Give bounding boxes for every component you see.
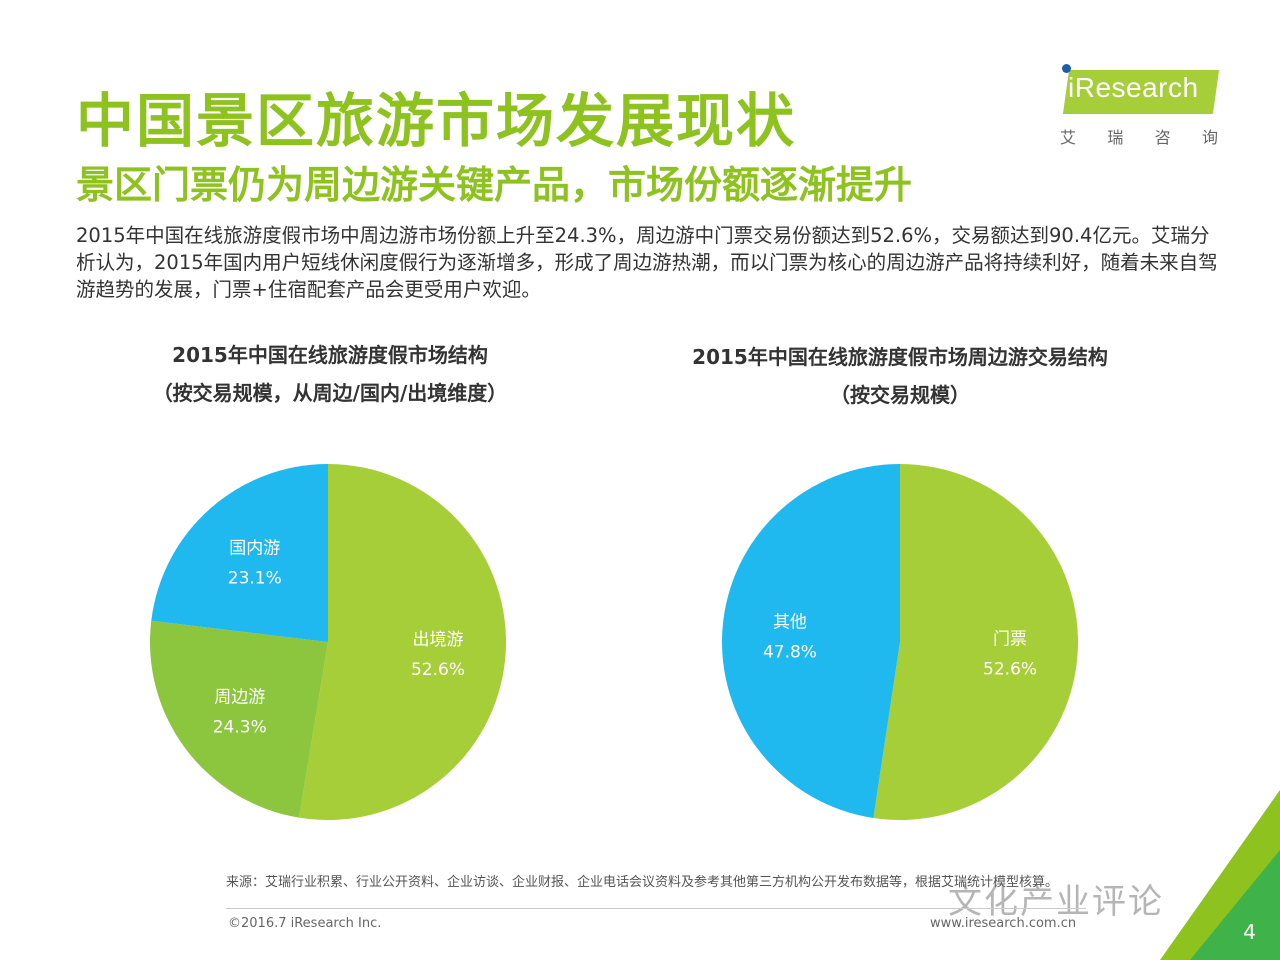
watermark: 文化产业评论 xyxy=(948,882,1164,922)
iresearch-logo: iResearch 艾 瑞 咨 询 xyxy=(1058,64,1220,150)
chart2-pie: 门票 52.6% 其他 47.8% xyxy=(721,464,1078,820)
logo-dot-icon xyxy=(1062,64,1071,73)
source-note: 来源：艾瑞行业积累、行业公开资料、企业访谈、企业财报、企业电话会议资料及参考其他… xyxy=(226,875,1059,890)
corner-dark-shape xyxy=(1190,850,1280,960)
logo-char: 咨 xyxy=(1154,128,1171,147)
page-title: 中国景区旅游市场发展现状 xyxy=(76,87,797,155)
slice-label: 出境游 xyxy=(412,630,463,650)
corner-decoration xyxy=(1160,790,1280,960)
chart1-title: 2015年中国在线旅游度假市场结构 xyxy=(172,343,488,367)
slice-label: 其他 xyxy=(773,613,807,633)
logo-char: 艾 xyxy=(1060,128,1077,147)
pie-slice-其他 xyxy=(721,464,900,818)
chart2-title: 2015年中国在线旅游度假市场周边游交易结构 xyxy=(692,345,1108,369)
slice-value-label: 47.8% xyxy=(763,643,817,663)
chart2-subtitle: （按交易规模） xyxy=(830,383,970,407)
summary-paragraph: 2015年中国在线旅游度假市场中周边游市场份额上升至24.3%，周边游中门票交易… xyxy=(76,224,1218,301)
chart2-title-block: 2015年中国在线旅游度假市场周边游交易结构 （按交易规模） xyxy=(650,338,1150,414)
footer-divider xyxy=(226,908,1086,909)
copyright: ©2016.7 iResearch Inc. xyxy=(228,916,382,931)
website-url: www.iresearch.com.cn xyxy=(930,916,1077,931)
pie-slice-门票 xyxy=(873,464,1078,820)
pie-slice-出境游 xyxy=(299,464,506,820)
logo-brand-text: iResearch xyxy=(1068,72,1199,103)
logo-char: 瑞 xyxy=(1107,128,1124,147)
slice-label: 门票 xyxy=(993,629,1027,649)
page-number: 4 xyxy=(1243,920,1256,944)
logo-char: 询 xyxy=(1201,128,1218,147)
logo-chinese-name: 艾 瑞 咨 询 xyxy=(1060,124,1218,148)
chart1-title-block: 2015年中国在线旅游度假市场结构 （按交易规模，从周边/国内/出境维度） xyxy=(80,336,580,412)
slice-label: 周边游 xyxy=(214,687,265,707)
slice-value-label: 23.1% xyxy=(228,568,282,588)
page-subtitle: 景区门票仍为周边游关键产品，市场份额逐渐提升 xyxy=(76,163,913,207)
chart1-subtitle: （按交易规模，从周边/国内/出境维度） xyxy=(152,381,508,405)
slice-value-label: 52.6% xyxy=(411,660,465,680)
pie-slice-国内游 xyxy=(151,464,328,642)
chart1-pie: 出境游 52.6% 周边游 24.3% 国内游 23.1% xyxy=(150,464,506,820)
slice-value-label: 24.3% xyxy=(213,717,267,737)
slice-value-label: 52.6% xyxy=(983,659,1037,679)
pie-slice-周边游 xyxy=(150,620,328,818)
slice-label: 国内游 xyxy=(229,538,280,558)
